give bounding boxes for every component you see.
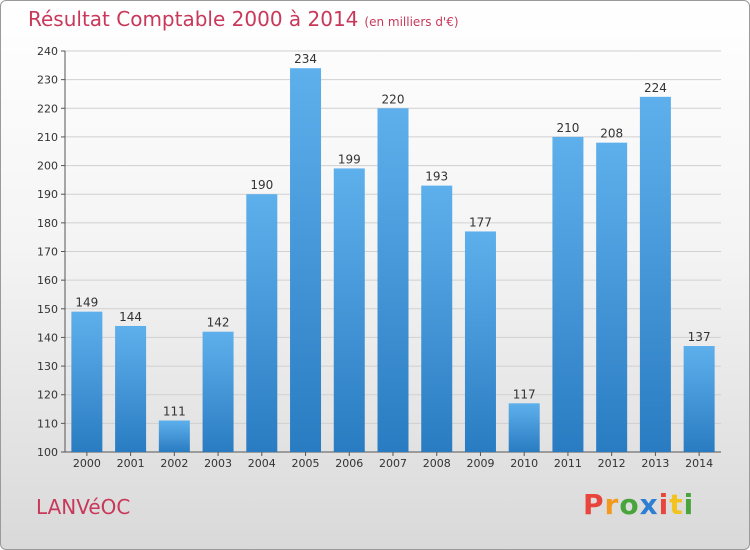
bar: [508, 403, 540, 452]
x-tick-label: 2007: [379, 457, 407, 470]
bar: [596, 142, 628, 452]
data-label: 111: [163, 404, 186, 418]
bar: [202, 331, 234, 452]
bar: [639, 96, 671, 452]
y-tick-label: 230: [37, 74, 58, 87]
x-tick-label: 2009: [466, 457, 494, 470]
title-text: Résultat Comptable 2000 à 2014: [28, 7, 359, 31]
bar: [158, 420, 190, 452]
data-label: 142: [207, 316, 230, 330]
x-tick-label: 2002: [160, 457, 188, 470]
data-label: 210: [556, 121, 579, 135]
x-tick-label: 2010: [510, 457, 538, 470]
x-tick-label: 2013: [641, 457, 669, 470]
logo-letter: i: [658, 488, 670, 521]
data-label: 193: [425, 170, 448, 184]
unit-label: (en milliers d'€): [364, 15, 459, 29]
y-tick-label: 120: [37, 389, 58, 402]
y-tick-label: 240: [37, 45, 58, 58]
y-tick-label: 160: [37, 274, 58, 287]
bar: [377, 108, 409, 453]
logo-letter: x: [639, 488, 659, 521]
data-label: 177: [469, 215, 492, 229]
y-tick-label: 140: [37, 331, 58, 344]
x-tick-label: 2012: [598, 457, 626, 470]
y-tick-label: 200: [37, 160, 58, 173]
data-label: 199: [338, 152, 361, 166]
data-label: 149: [75, 296, 98, 310]
x-tick-label: 2014: [685, 457, 713, 470]
data-labels: 149 144 111 142 190 234 199 220 193 177 117 210 208 2…: [75, 52, 710, 418]
bar: [683, 346, 715, 452]
logo-letter: r: [604, 488, 620, 521]
bar: [290, 68, 322, 452]
bar: [246, 194, 278, 452]
y-tick-label: 220: [37, 102, 58, 115]
x-tick-label: 2011: [554, 457, 582, 470]
y-tick-label: 110: [37, 417, 58, 430]
x-tick-label: 2008: [423, 457, 451, 470]
y-tick-label: 190: [37, 188, 58, 201]
y-tick-label: 170: [37, 246, 58, 259]
x-tick-label: 2006: [335, 457, 363, 470]
proxiti-logo: Proxiti: [583, 488, 694, 521]
logo-letter: o: [619, 488, 640, 521]
data-label: 190: [250, 178, 273, 192]
bar: [464, 231, 496, 452]
logo-letter: i: [683, 488, 695, 521]
bar: [421, 185, 453, 452]
bar: [333, 168, 365, 452]
y-tick-label: 130: [37, 360, 58, 373]
x-tick-label: 2003: [204, 457, 232, 470]
city-name: LANVéOC: [36, 495, 131, 519]
bars: [71, 68, 715, 453]
data-label: 224: [644, 81, 667, 95]
y-tick-labels: 100 110 120 130 140 150 160 170 180 190 200 210 220 2…: [37, 45, 58, 459]
y-tick-label: 210: [37, 131, 58, 144]
logo-letter: t: [669, 488, 684, 521]
y-tick-label: 150: [37, 303, 58, 316]
bar: [552, 136, 584, 452]
x-tick-label: 2001: [117, 457, 145, 470]
bar: [115, 325, 147, 452]
data-label: 117: [513, 387, 536, 401]
logo-letter: P: [583, 488, 605, 521]
x-tick-label: 2000: [73, 457, 101, 470]
y-tick-label: 100: [37, 446, 58, 459]
data-label: 144: [119, 310, 142, 324]
x-tick-labels: 2000 2001 2002 2003 2004 2005 2006 2007 2008 2009…: [73, 457, 713, 470]
y-tick-label: 180: [37, 217, 58, 230]
x-tick-label: 2004: [248, 457, 276, 470]
bar: [71, 311, 103, 452]
data-label: 220: [382, 92, 405, 106]
data-label: 137: [688, 330, 711, 344]
x-tick-label: 2005: [292, 457, 320, 470]
data-label: 208: [600, 127, 623, 141]
data-label: 234: [294, 52, 317, 66]
chart-title: Résultat Comptable 2000 à 2014 (en millie…: [28, 7, 459, 31]
